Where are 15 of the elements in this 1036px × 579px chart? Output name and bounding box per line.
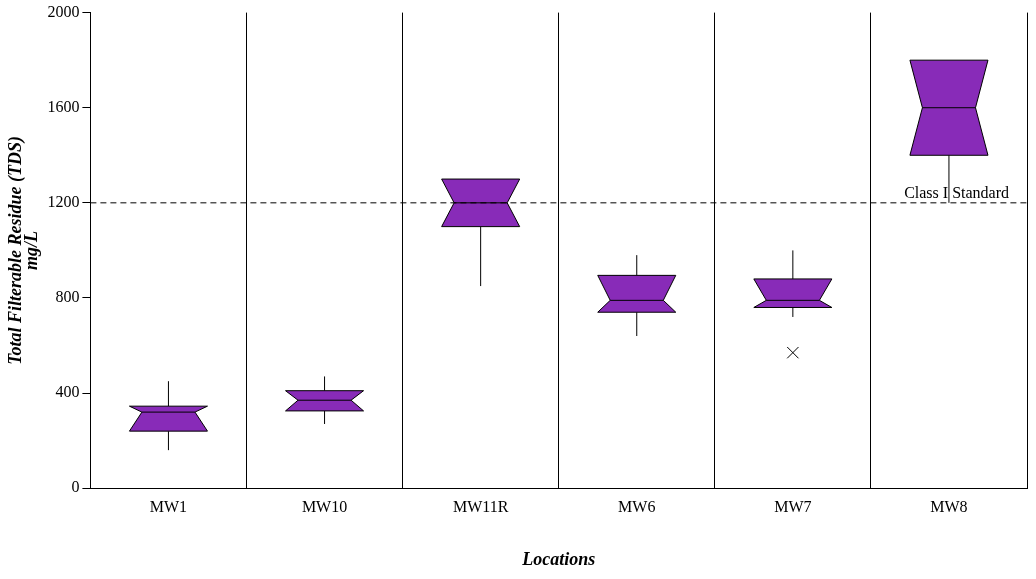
x-axis-title: Locations: [521, 548, 596, 569]
y-tick-label: 400: [55, 383, 80, 401]
x-tick-label: MW1: [149, 498, 188, 515]
y-tick-label: 0: [71, 478, 80, 496]
x-tick-label: MW6: [618, 498, 656, 515]
ref-line-label: Class I Standard: [904, 184, 1009, 202]
y-tick-label: 1200: [47, 193, 80, 211]
y-axis-title: Total Filterable Residue (TDS) mg/L: [4, 135, 41, 365]
x-tick-label: MW10: [301, 498, 348, 515]
y-tick-label: 1600: [47, 97, 80, 115]
y-tick-label: 2000: [47, 2, 80, 20]
x-tick-label: MW7: [774, 498, 812, 515]
y-tick-label: 800: [55, 288, 80, 306]
x-tick-label: MW11R: [452, 498, 509, 515]
x-tick-label: MW8: [930, 498, 968, 515]
